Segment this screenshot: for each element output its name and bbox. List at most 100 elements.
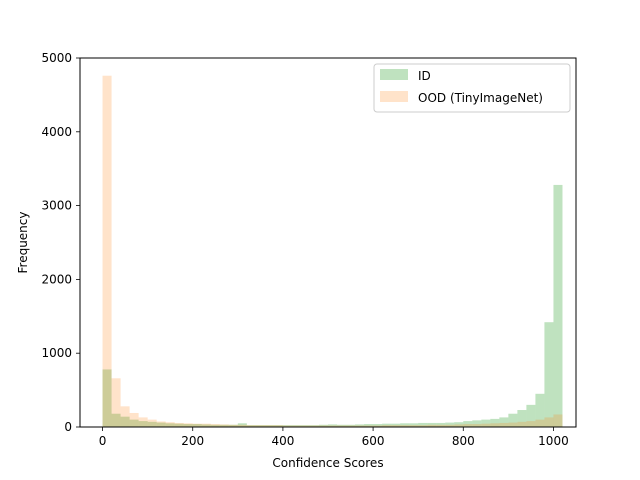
id-bar <box>553 184 563 427</box>
id-bar <box>210 424 220 427</box>
x-tick-label: 0 <box>99 434 107 448</box>
id-bar <box>382 423 392 427</box>
ood-bar <box>517 421 527 427</box>
id-bar <box>490 418 500 427</box>
ood-bar <box>400 425 410 427</box>
ood-bar <box>418 425 428 427</box>
id-bar <box>183 424 193 427</box>
ood-bar <box>282 425 292 427</box>
ood-bar <box>219 424 229 427</box>
ood-bar <box>454 424 464 427</box>
ood-bar <box>481 423 491 427</box>
ood-bar <box>120 406 130 427</box>
ood-series-bars <box>102 75 563 427</box>
id-bar <box>445 422 455 427</box>
legend-swatch-id <box>380 69 408 80</box>
ood-bar <box>210 424 220 427</box>
y-tick-label: 3000 <box>41 199 72 213</box>
id-bar <box>102 369 112 427</box>
id-bar <box>156 422 166 427</box>
id-bar <box>138 421 148 427</box>
id-series-bars <box>102 184 563 427</box>
legend-label-id: ID <box>418 69 431 83</box>
x-tick-label: 800 <box>452 434 475 448</box>
ood-bar <box>165 422 175 427</box>
axes-frame <box>79 57 577 428</box>
ood-bar <box>391 425 401 427</box>
id-bar <box>237 423 247 427</box>
ood-bar <box>228 424 238 427</box>
ood-bar <box>427 424 437 427</box>
id-bar <box>192 424 202 427</box>
legend-label-ood: OOD (TinyImageNet) <box>418 91 543 105</box>
id-bar <box>535 393 545 427</box>
ood-bar <box>102 75 112 427</box>
x-axis-ticks: 0 200 400 600 800 1000 <box>99 427 569 448</box>
y-tick-label: 2000 <box>41 272 72 286</box>
id-bar <box>318 424 328 427</box>
id-bar <box>364 424 374 427</box>
id-bar <box>273 425 283 427</box>
ood-bar <box>436 424 446 427</box>
id-bar <box>246 425 256 427</box>
legend-box <box>373 63 571 113</box>
ood-bar <box>544 417 554 427</box>
ood-bar <box>373 425 383 427</box>
id-bar <box>454 422 464 427</box>
legend: ID OOD (TinyImageNet) <box>373 63 571 113</box>
y-axis-ticks: 0 1000 2000 3000 4000 5000 <box>41 51 80 434</box>
id-bar <box>508 413 518 427</box>
plot-area <box>79 57 577 428</box>
ood-bar <box>201 423 211 427</box>
id-bar <box>201 424 211 427</box>
ood-bar <box>364 425 374 427</box>
id-bar <box>499 417 509 427</box>
ood-bar <box>355 425 365 427</box>
id-bar <box>264 425 274 427</box>
ood-bar <box>535 419 545 427</box>
ood-bar <box>508 422 518 427</box>
y-axis-label: Frequency <box>16 212 30 274</box>
ood-bar <box>309 425 319 427</box>
id-bar <box>463 421 473 427</box>
ood-bar <box>255 425 265 427</box>
id-bar <box>400 423 410 427</box>
id-bar <box>328 424 338 427</box>
id-bar <box>291 425 301 427</box>
ood-bar <box>246 425 256 427</box>
ood-bar <box>183 423 193 427</box>
ood-bar <box>291 425 301 427</box>
ood-bar <box>156 421 166 427</box>
ood-bar <box>328 425 338 427</box>
id-bar <box>346 424 356 427</box>
ood-bar <box>553 414 563 427</box>
ood-bar <box>174 422 184 427</box>
id-bar <box>174 423 184 427</box>
ood-bar <box>463 424 473 427</box>
id-bar <box>481 419 491 427</box>
id-bar <box>147 421 157 427</box>
id-bar <box>165 423 175 427</box>
ood-bar <box>409 425 419 427</box>
id-bar <box>517 410 527 427</box>
x-axis-label: Confidence Scores <box>272 456 383 470</box>
id-bar <box>526 404 536 427</box>
ood-bar <box>472 424 482 427</box>
id-bar <box>409 423 419 427</box>
id-bar <box>373 424 383 427</box>
x-tick-label: 400 <box>271 434 294 448</box>
id-bar <box>427 422 437 427</box>
id-bar <box>391 423 401 427</box>
id-bar <box>228 424 238 427</box>
ood-bar <box>138 417 148 427</box>
id-bar <box>300 425 310 427</box>
ood-bar <box>111 378 121 427</box>
ood-bar <box>237 424 247 427</box>
id-bar <box>129 419 139 427</box>
id-bar <box>219 424 229 427</box>
ood-bar <box>264 425 274 427</box>
ood-bar <box>129 412 139 427</box>
x-tick-label: 200 <box>181 434 204 448</box>
id-bar <box>111 413 121 427</box>
